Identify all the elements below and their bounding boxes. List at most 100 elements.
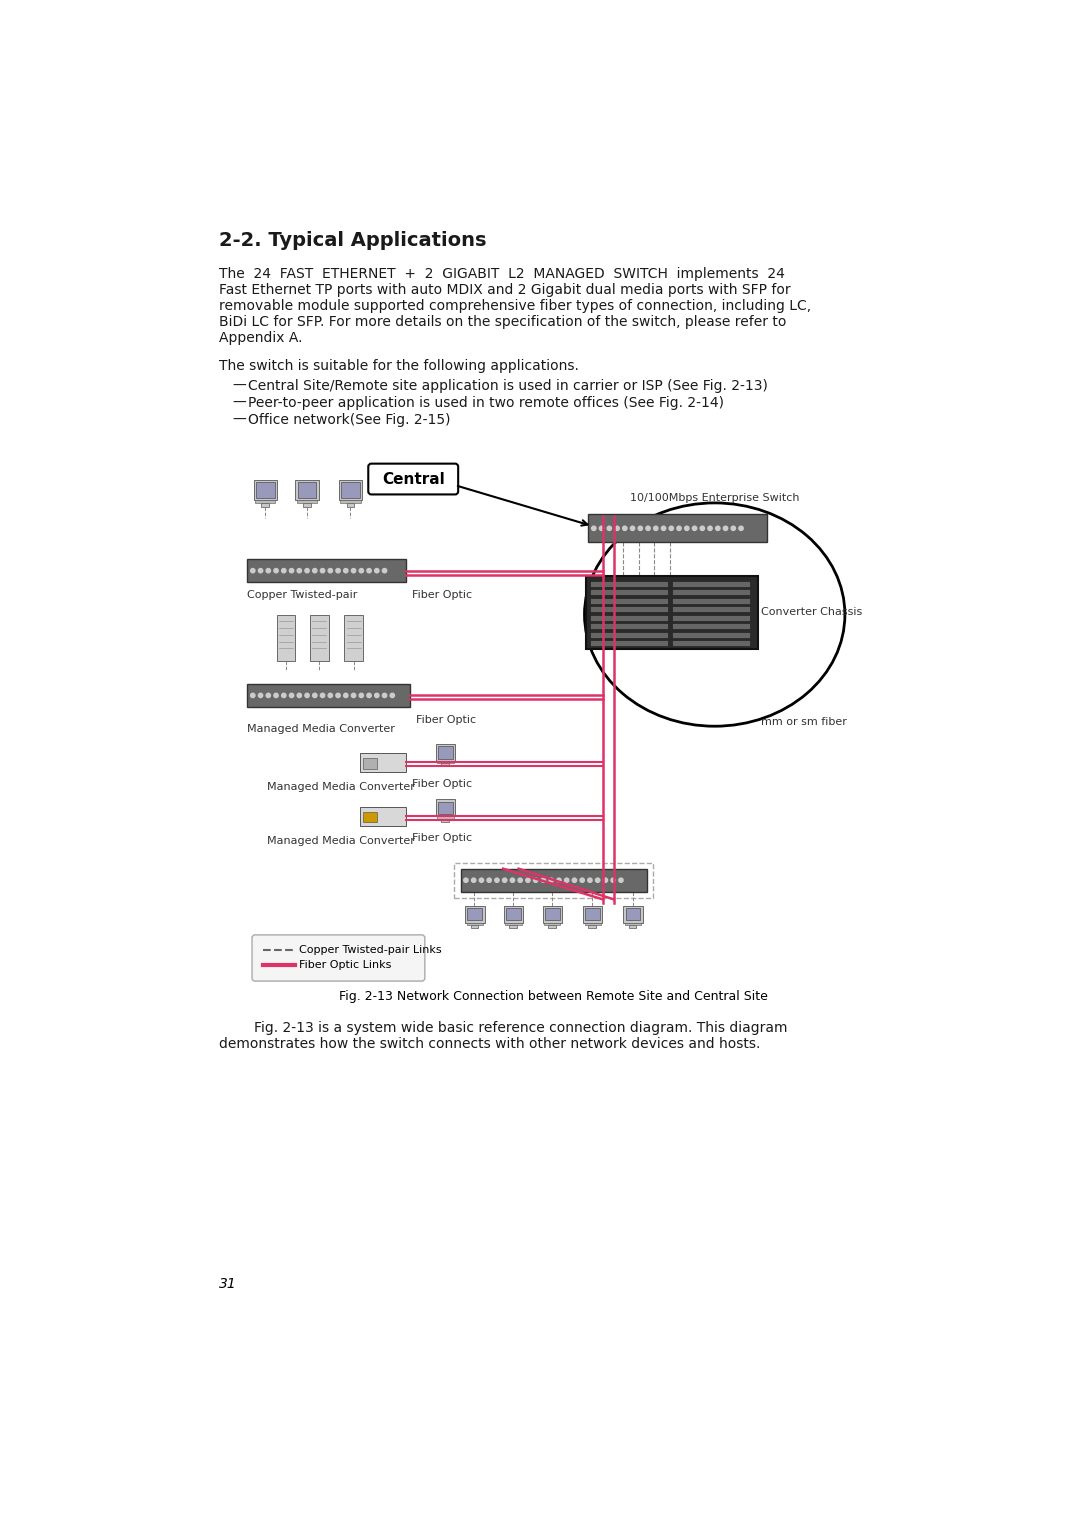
Circle shape — [367, 568, 372, 573]
FancyBboxPatch shape — [590, 581, 669, 587]
Text: Fiber Optic: Fiber Optic — [413, 590, 473, 601]
FancyBboxPatch shape — [435, 744, 455, 761]
Text: Fig. 2-13 is a system wide basic reference connection diagram. This diagram: Fig. 2-13 is a system wide basic referen… — [218, 1021, 787, 1034]
Circle shape — [510, 879, 514, 882]
FancyBboxPatch shape — [672, 597, 751, 604]
FancyBboxPatch shape — [545, 908, 559, 920]
Text: demonstrates how the switch connects with other network devices and hosts.: demonstrates how the switch connects wit… — [218, 1036, 760, 1051]
Circle shape — [549, 879, 553, 882]
Circle shape — [707, 526, 712, 530]
Circle shape — [274, 568, 279, 573]
Circle shape — [619, 879, 623, 882]
FancyBboxPatch shape — [254, 480, 276, 500]
Circle shape — [592, 526, 596, 530]
Circle shape — [258, 568, 262, 573]
Circle shape — [282, 694, 286, 698]
Text: Peer-to-peer application is used in two remote offices (See Fig. 2-14): Peer-to-peer application is used in two … — [248, 396, 725, 410]
Circle shape — [670, 526, 674, 530]
Circle shape — [289, 568, 294, 573]
FancyBboxPatch shape — [672, 581, 751, 587]
Circle shape — [700, 526, 704, 530]
Text: —: — — [232, 396, 246, 410]
FancyBboxPatch shape — [339, 480, 362, 500]
Text: Office network(See Fig. 2-15): Office network(See Fig. 2-15) — [248, 413, 450, 426]
Circle shape — [739, 526, 743, 530]
Circle shape — [351, 694, 355, 698]
Circle shape — [724, 526, 728, 530]
FancyBboxPatch shape — [437, 816, 454, 819]
FancyBboxPatch shape — [363, 758, 377, 769]
Text: BiDi LC for SFP. For more details on the specification of the switch, please ref: BiDi LC for SFP. For more details on the… — [218, 315, 786, 329]
Circle shape — [595, 879, 599, 882]
Circle shape — [343, 568, 348, 573]
Circle shape — [541, 879, 545, 882]
Circle shape — [692, 526, 697, 530]
FancyBboxPatch shape — [590, 631, 669, 637]
FancyBboxPatch shape — [347, 503, 354, 507]
Text: —: — — [232, 413, 246, 426]
Circle shape — [534, 879, 538, 882]
Circle shape — [266, 694, 270, 698]
Circle shape — [382, 568, 387, 573]
Circle shape — [653, 526, 658, 530]
FancyBboxPatch shape — [544, 923, 561, 924]
Text: Fiber Optic: Fiber Optic — [413, 833, 473, 843]
Circle shape — [251, 694, 255, 698]
FancyBboxPatch shape — [340, 500, 361, 503]
Text: The  24  FAST  ETHERNET  +  2  GIGABIT  L2  MANAGED  SWITCH  implements  24: The 24 FAST ETHERNET + 2 GIGABIT L2 MANA… — [218, 266, 784, 281]
Circle shape — [472, 879, 476, 882]
FancyBboxPatch shape — [548, 924, 556, 927]
Circle shape — [360, 568, 364, 573]
Circle shape — [343, 694, 348, 698]
FancyBboxPatch shape — [625, 923, 642, 924]
Circle shape — [557, 879, 562, 882]
Circle shape — [305, 694, 309, 698]
FancyBboxPatch shape — [341, 483, 360, 498]
FancyBboxPatch shape — [435, 799, 455, 816]
FancyBboxPatch shape — [590, 623, 669, 630]
Circle shape — [463, 879, 468, 882]
Circle shape — [518, 879, 523, 882]
Text: Central: Central — [382, 472, 445, 486]
FancyBboxPatch shape — [672, 640, 751, 646]
Text: 10/100Mbps Enterprise Switch: 10/100Mbps Enterprise Switch — [630, 494, 799, 503]
FancyBboxPatch shape — [590, 597, 669, 604]
Circle shape — [321, 568, 325, 573]
Circle shape — [375, 568, 379, 573]
FancyBboxPatch shape — [363, 811, 377, 822]
FancyBboxPatch shape — [589, 515, 767, 542]
FancyBboxPatch shape — [247, 685, 410, 707]
Circle shape — [382, 694, 387, 698]
Text: Managed Media Converter: Managed Media Converter — [267, 836, 415, 847]
FancyBboxPatch shape — [303, 503, 311, 507]
Text: Fast Ethernet TP ports with auto MDIX and 2 Gigabit dual media ports with SFP fo: Fast Ethernet TP ports with auto MDIX an… — [218, 283, 791, 296]
Circle shape — [611, 879, 616, 882]
FancyBboxPatch shape — [590, 590, 669, 596]
FancyBboxPatch shape — [368, 463, 458, 495]
Circle shape — [526, 879, 530, 882]
FancyBboxPatch shape — [672, 590, 751, 596]
Circle shape — [480, 879, 484, 882]
FancyBboxPatch shape — [672, 631, 751, 637]
Circle shape — [638, 526, 643, 530]
Circle shape — [360, 694, 364, 698]
Circle shape — [631, 526, 635, 530]
Text: Managed Media Converter: Managed Media Converter — [247, 724, 395, 733]
Circle shape — [677, 526, 681, 530]
FancyBboxPatch shape — [297, 500, 318, 503]
FancyBboxPatch shape — [586, 576, 758, 649]
FancyBboxPatch shape — [584, 923, 600, 924]
Text: The switch is suitable for the following applications.: The switch is suitable for the following… — [218, 359, 579, 373]
Circle shape — [731, 526, 735, 530]
FancyBboxPatch shape — [438, 746, 453, 758]
Text: Converter Chassis: Converter Chassis — [761, 607, 863, 617]
FancyBboxPatch shape — [465, 906, 485, 923]
FancyBboxPatch shape — [672, 623, 751, 630]
Text: Appendix A.: Appendix A. — [218, 332, 302, 345]
FancyBboxPatch shape — [507, 908, 521, 920]
Text: —: — — [232, 379, 246, 393]
Circle shape — [502, 879, 507, 882]
Circle shape — [623, 526, 627, 530]
Circle shape — [328, 694, 333, 698]
FancyBboxPatch shape — [585, 908, 600, 920]
